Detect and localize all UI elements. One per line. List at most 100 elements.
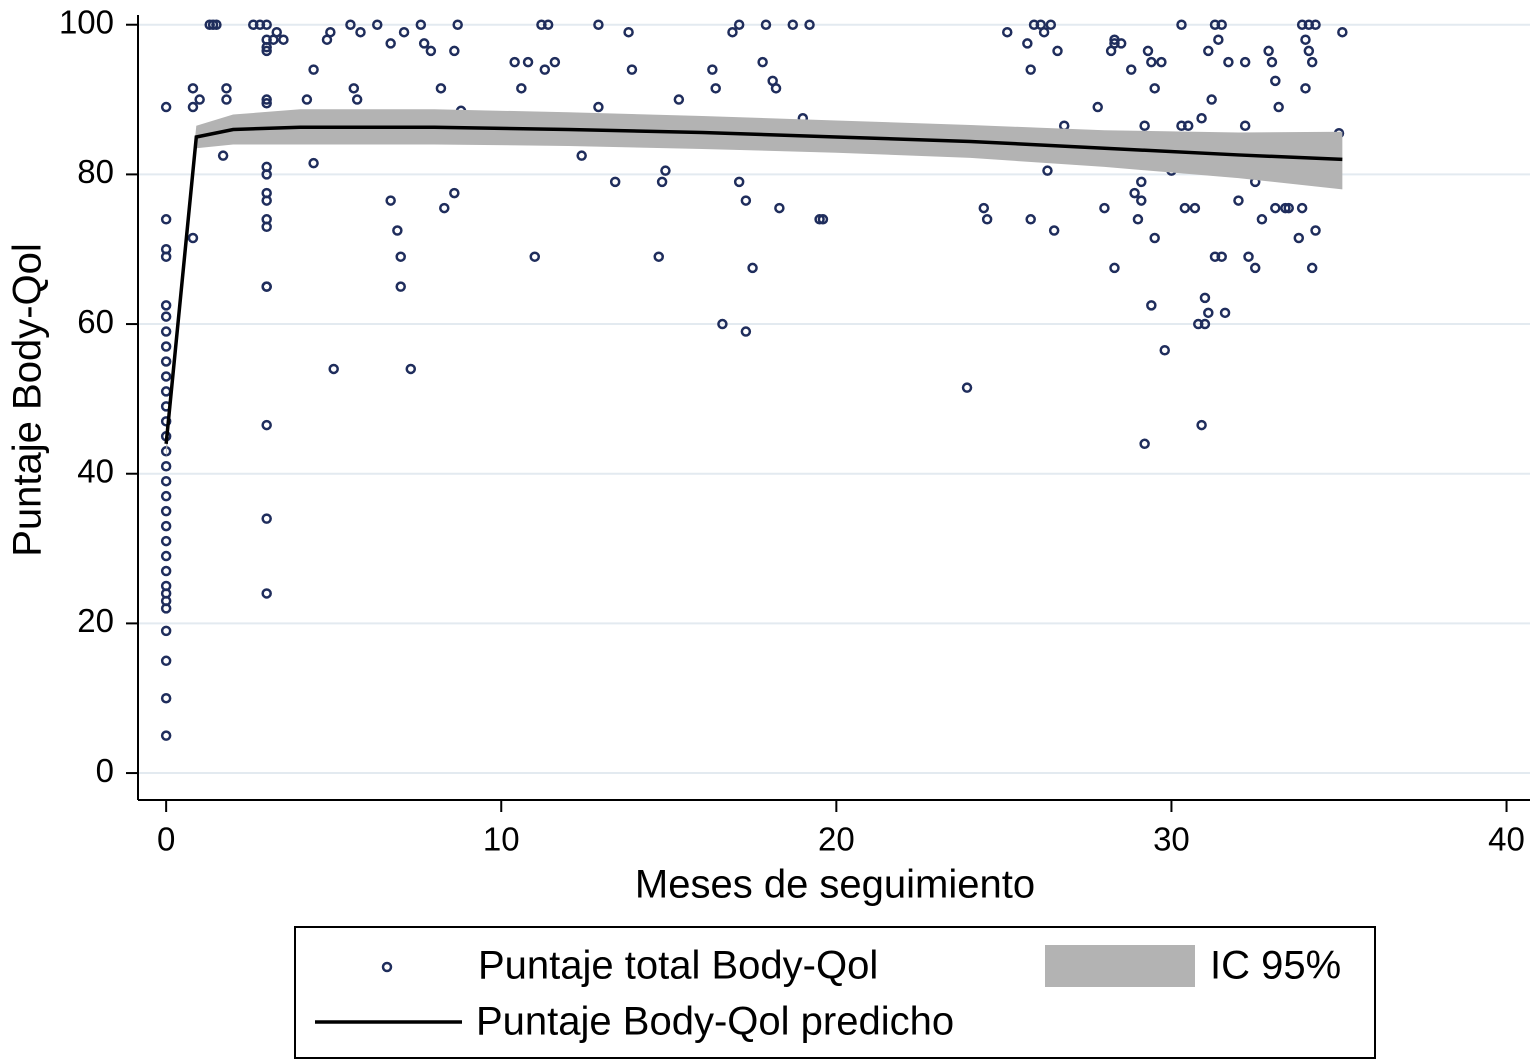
data-point: [760, 19, 772, 30]
data-point: [221, 94, 232, 105]
data-point: [1310, 19, 1321, 30]
legend-swatch: [1045, 945, 1195, 987]
data-point: [1239, 120, 1251, 132]
data-point: [160, 655, 172, 667]
data-point: [707, 64, 718, 75]
data-point: [308, 64, 319, 75]
data-point: [1209, 19, 1221, 30]
data-point: [1146, 300, 1157, 311]
data-point: [1149, 83, 1160, 94]
data-point: [1045, 19, 1057, 30]
data-point: [1196, 419, 1207, 431]
data-point: [1129, 187, 1140, 199]
data-point: [1223, 56, 1234, 68]
data-point: [261, 45, 272, 57]
data-point: [673, 94, 685, 105]
legend-label: Puntaje total Body-Qol: [478, 944, 878, 988]
data-point: [1189, 202, 1201, 214]
data-point: [395, 251, 406, 262]
data-point: [1196, 113, 1207, 124]
data-point: [261, 221, 272, 233]
data-point: [1300, 83, 1311, 94]
data-point: [221, 83, 232, 94]
data-point: [261, 41, 272, 53]
data-point: [733, 19, 745, 30]
data-point: [1159, 345, 1170, 356]
data-point: [348, 83, 360, 94]
data-point: [160, 101, 172, 113]
data-point: [425, 45, 437, 57]
data-point: [325, 26, 336, 38]
data-point: [1310, 225, 1321, 236]
data-point: [392, 225, 403, 236]
data-point: [1022, 38, 1033, 49]
data-point: [1303, 19, 1315, 30]
data-point: [804, 19, 815, 30]
data-point: [1300, 34, 1311, 45]
data-point: [1203, 45, 1214, 57]
data-point: [774, 202, 785, 214]
data-point: [160, 730, 172, 741]
data-point: [261, 419, 272, 431]
data-point: [160, 580, 172, 592]
data-point: [1146, 56, 1157, 68]
data-point: [522, 56, 534, 68]
data-point: [160, 692, 172, 704]
data-point: [653, 251, 664, 262]
data-point: [1216, 19, 1227, 30]
data-point: [1149, 232, 1160, 244]
plot-area: 0 20 40 60 80 100 0 10 20 30 40: [59, 3, 1530, 858]
data-point: [160, 311, 172, 322]
data-point: [261, 169, 272, 180]
data-point: [1048, 225, 1060, 236]
data-point: [261, 281, 272, 292]
data-point: [1156, 56, 1167, 68]
data-point: [1216, 251, 1227, 262]
data-point: [1213, 34, 1224, 45]
data-point: [1273, 101, 1284, 113]
data-point: [261, 195, 272, 206]
data-point: [160, 460, 172, 472]
data-point: [261, 19, 272, 30]
data-point: [1219, 307, 1231, 319]
data-point: [1179, 202, 1191, 214]
data-point: [623, 26, 634, 38]
data-point: [308, 157, 319, 169]
data-point: [385, 195, 396, 206]
data-point: [449, 187, 460, 199]
data-point: [415, 19, 427, 30]
data-point: [160, 214, 172, 225]
x-axis-title: Meses de seguimiento: [635, 863, 1035, 907]
data-point: [1283, 202, 1294, 214]
data-point: [301, 94, 313, 105]
data-point: [1296, 19, 1308, 30]
y-tick-label: 80: [77, 153, 114, 190]
data-point: [261, 513, 272, 524]
data-point: [740, 326, 752, 337]
data-point: [248, 19, 259, 30]
data-point: [626, 64, 638, 75]
data-point: [1293, 232, 1305, 244]
data-point: [1058, 120, 1070, 132]
data-point: [1337, 26, 1348, 38]
data-point: [1099, 202, 1110, 214]
y-tick-label: 0: [96, 752, 114, 789]
data-point: [1239, 56, 1251, 68]
data-point: [211, 19, 222, 30]
data-point: [1176, 19, 1187, 30]
data-point: [261, 98, 272, 109]
x-tick-label: 0: [157, 821, 175, 858]
data-point: [733, 176, 745, 188]
data-point: [747, 262, 758, 274]
data-point: [1109, 38, 1120, 49]
x-tick-label: 40: [1488, 821, 1525, 858]
data-point: [981, 214, 993, 225]
data-point: [271, 26, 282, 38]
data-point: [576, 150, 587, 161]
data-point: [160, 341, 172, 352]
data-point: [1203, 307, 1214, 319]
data-point: [449, 45, 460, 57]
data-point: [1296, 202, 1308, 214]
data-point: [261, 588, 272, 599]
data-point: [1270, 75, 1281, 87]
